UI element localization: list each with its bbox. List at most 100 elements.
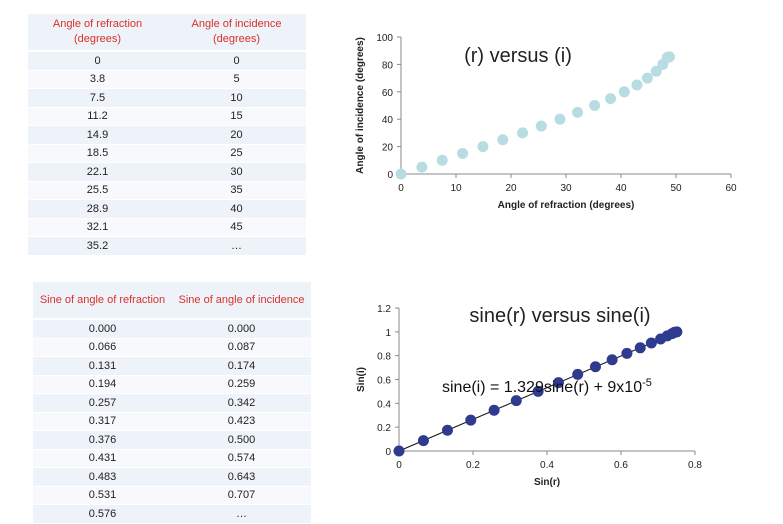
data-point [650,65,662,77]
cell-refraction: 18.5 [28,143,167,163]
cell-incidence: 0.000 [172,318,311,338]
table-row: 7.5 10 [28,88,306,107]
trendline-equation: sine(i) = 1.329sine(r) + 9x10-5 [442,377,652,396]
cell-incidence: 0.087 [172,337,311,357]
table-row: 32.1 45 [28,217,306,237]
cell-refraction: 0.483 [33,467,172,486]
table-row: 14.9 20 [28,125,306,144]
data-point [663,51,675,63]
x-tick-label: 0 [398,183,404,194]
cell-refraction: 32.1 [28,217,167,237]
x-tick-label: 10 [450,183,462,194]
cell-incidence: 0.643 [172,467,311,486]
table-row: 22.1 30 [28,162,306,181]
table-row: 0.257 0.342 [33,393,311,412]
x-tick-label: 60 [725,183,737,194]
cell-refraction: 14.9 [28,125,167,144]
table-row: 0.431 0.574 [33,448,311,468]
data-point [605,93,617,105]
y-tick-label: 20 [382,143,394,154]
table-row: 25.5 35 [28,180,306,200]
cell-refraction: 28.9 [28,199,167,218]
data-point [554,113,566,125]
y-tick-label: 60 [382,88,394,99]
data-point [488,404,500,416]
data-point [645,337,657,349]
cell-refraction: 0.317 [33,411,172,431]
table-header-row: Sine of angle of refraction Sine of angl… [33,282,311,320]
cell-incidence: 0.259 [172,374,311,394]
data-point [671,326,683,338]
data-point [417,435,429,447]
data-point [618,86,630,98]
data-point [572,368,584,380]
x-tick-label: 40 [615,183,627,194]
y-tick-label: 0 [387,170,393,181]
table-row: 35.2… [28,236,306,255]
cell-incidence: … [167,236,306,255]
table-row: 18.5 25 [28,143,306,163]
cell-incidence: 45 [167,217,306,237]
cell-refraction: 0 [28,50,167,70]
data-point [606,354,618,366]
y-axis-label: Angle of incidence (degrees) [355,37,366,174]
x-tick-label: 0.2 [466,460,480,471]
y-tick-label: 40 [382,115,394,126]
data-point [589,100,601,111]
cell-incidence: 35 [167,180,306,200]
cell-refraction: 0.431 [33,448,172,468]
header-angle-of-refraction: Angle of refraction (degrees) [28,14,167,52]
y-tick-label: 0 [385,447,391,458]
data-point [436,154,448,166]
table-header-row: Angle of refraction (degrees) Angle of i… [28,14,306,52]
cell-incidence: 5 [167,69,306,89]
data-point [535,120,547,132]
sine-angle-table: Sine of angle of refraction Sine of angl… [33,282,311,523]
cell-refraction: 0.066 [33,337,172,357]
cell-incidence: 15 [167,106,306,126]
cell-refraction: 3.8 [28,69,167,89]
x-tick-label: 0.4 [540,460,554,471]
cell-incidence: 20 [167,125,306,144]
data-point [572,106,584,118]
cell-incidence: 0.423 [172,411,311,431]
data-point [416,161,428,173]
table-row: 0.066 0.087 [33,337,311,357]
chart2-title: sine(r) versus sine(i) [469,305,650,327]
table-row: 3.8 5 [28,69,306,89]
cell-refraction: 0.257 [33,393,172,412]
data-point [631,79,643,91]
table-row: 0.000 0.000 [33,318,311,338]
cell-incidence: 0.174 [172,356,311,375]
x-tick-label: 30 [560,183,572,194]
x-axis-label: Angle of refraction (degrees) [498,200,635,211]
data-point [589,361,601,373]
x-tick-label: 20 [505,183,517,194]
data-point [441,424,453,436]
chart1-title: (r) versus (i) [464,45,572,67]
header-sine-of-incidence: Sine of angle of incidence [172,282,311,320]
table-row: 11.2 15 [28,106,306,126]
table-row: 0.531 0.707 [33,485,311,505]
table-row: 28.9 40 [28,199,306,218]
data-point [497,134,509,146]
cell-incidence: 0.500 [172,430,311,449]
y-tick-label: 1.2 [377,304,391,315]
cell-refraction: 0.000 [33,318,172,338]
data-point [393,445,405,457]
data-point [477,141,489,153]
x-tick-label: 50 [670,183,682,194]
data-point [395,168,407,180]
table-row: 0.131 0.174 [33,356,311,375]
y-axis-label: Sin(i) [356,367,367,392]
y-tick-label: 0.2 [377,423,391,434]
cell-refraction: 0.531 [33,485,172,505]
data-point [517,127,529,139]
data-point [641,72,653,84]
header-angle-of-incidence: Angle of incidence (degrees) [167,14,306,52]
table-row: 0.194 0.259 [33,374,311,394]
cell-refraction: 0.131 [33,356,172,375]
y-tick-label: 100 [376,33,393,44]
cell-refraction: 0.376 [33,430,172,449]
